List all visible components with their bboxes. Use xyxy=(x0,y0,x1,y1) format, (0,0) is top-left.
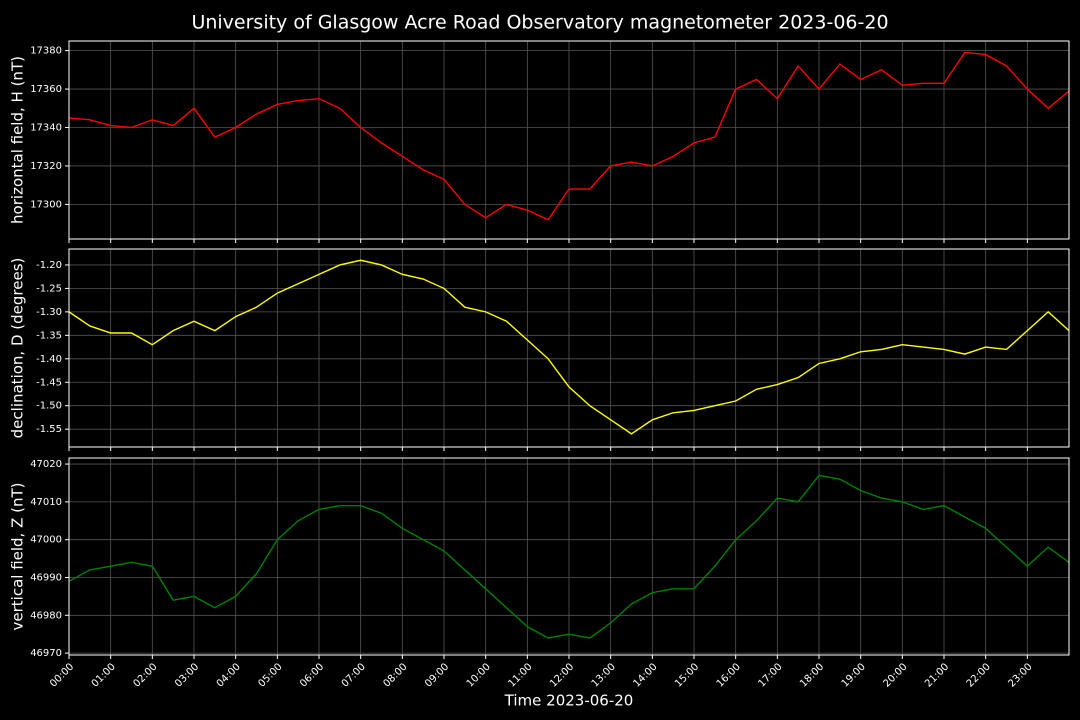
x-tick-label: 16:00 xyxy=(715,661,743,689)
y-tick-label: -1.40 xyxy=(36,354,62,365)
y-tick-label: 17320 xyxy=(30,161,62,172)
y-tick-label: 17300 xyxy=(30,199,62,210)
y-tick-label: -1.30 xyxy=(36,307,62,318)
x-tick-label: 08:00 xyxy=(381,661,409,689)
y-tick-label: -1.50 xyxy=(36,401,62,412)
y-tick-label: -1.25 xyxy=(36,283,62,294)
y-tick-label: 46980 xyxy=(30,610,62,621)
x-tick-label: 02:00 xyxy=(131,661,159,689)
x-tick-label: 21:00 xyxy=(923,661,951,689)
y-axis-label: vertical field, Z (nT) xyxy=(9,482,27,630)
y-tick-label: 17380 xyxy=(30,46,62,57)
y-tick-label: 17340 xyxy=(30,123,62,134)
y-tick-label: -1.20 xyxy=(36,260,62,271)
data-line xyxy=(68,474,1070,639)
y-tick-label: 46990 xyxy=(30,572,62,583)
x-tick-label: 13:00 xyxy=(590,661,618,689)
x-tick-label: 11:00 xyxy=(506,661,534,689)
x-tick-label: 19:00 xyxy=(840,661,868,689)
y-tick-label: 47020 xyxy=(30,459,62,470)
y-axis-label: declination, D (degrees) xyxy=(9,258,27,439)
y-tick-label: 46970 xyxy=(30,648,62,659)
x-tick-label: 18:00 xyxy=(798,661,826,689)
y-tick-label: -1.55 xyxy=(36,424,62,435)
plot-frame xyxy=(68,248,1070,448)
x-tick-label: 17:00 xyxy=(756,661,784,689)
x-tick-label: 09:00 xyxy=(423,661,451,689)
x-tick-label: 14:00 xyxy=(631,661,659,689)
x-tick-label: 20:00 xyxy=(881,661,909,689)
y-tick-label: -1.35 xyxy=(36,330,62,341)
data-line xyxy=(68,51,1070,221)
x-tick-label: 07:00 xyxy=(340,661,368,689)
x-tick-label: 06:00 xyxy=(298,661,326,689)
figure-title: University of Glasgow Acre Road Observat… xyxy=(191,12,888,34)
x-tick-label: 04:00 xyxy=(215,661,243,689)
x-tick-label: 03:00 xyxy=(173,661,201,689)
x-tick-label: 00:00 xyxy=(48,661,76,689)
x-tick-label: 12:00 xyxy=(548,661,576,689)
plot-frame xyxy=(68,40,1070,240)
x-tick-label: 23:00 xyxy=(1006,661,1034,689)
data-line xyxy=(68,259,1070,435)
y-tick-label: 17360 xyxy=(30,84,62,95)
y-tick-label: 47000 xyxy=(30,535,62,546)
x-tick-label: 01:00 xyxy=(90,661,118,689)
x-tick-label: 10:00 xyxy=(465,661,493,689)
x-tick-label: 15:00 xyxy=(673,661,701,689)
y-tick-label: 47010 xyxy=(30,497,62,508)
x-tick-label: 05:00 xyxy=(256,661,284,689)
x-tick-label: 22:00 xyxy=(965,661,993,689)
y-tick-label: -1.45 xyxy=(36,377,62,388)
x-axis-label: Time 2023-06-20 xyxy=(504,692,634,710)
plot-frame xyxy=(68,457,1070,656)
y-axis-label: horizontal field, H (nT) xyxy=(9,56,27,224)
